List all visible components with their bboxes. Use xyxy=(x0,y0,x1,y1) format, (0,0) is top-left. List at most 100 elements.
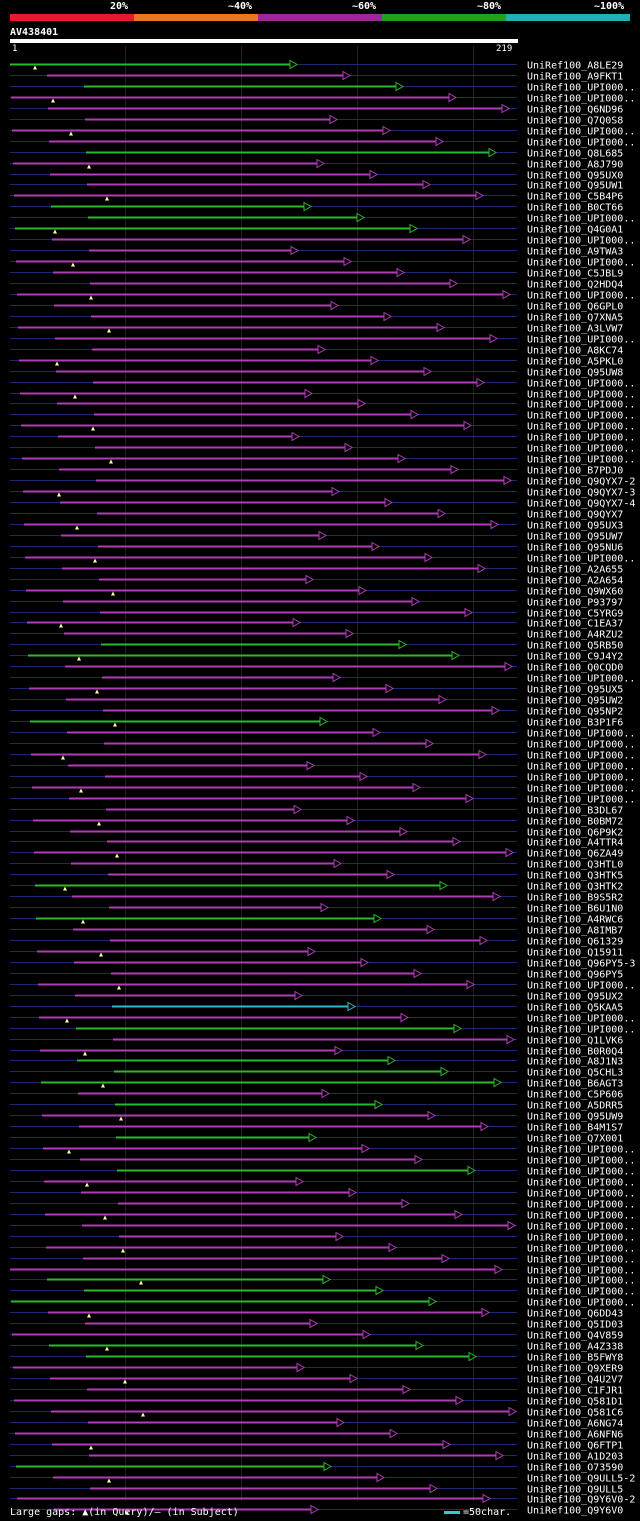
hit-row[interactable]: UniRef100_UPI000.. xyxy=(10,1220,635,1233)
hit-row[interactable]: UniRef100_UPI000.. xyxy=(10,749,635,762)
hit-row[interactable]: UniRef100_Q6P9K2 xyxy=(10,826,623,839)
hit-row[interactable]: UniRef100_UPI000.. xyxy=(10,442,635,455)
hit-row[interactable]: UniRef100_UPI000.. xyxy=(10,92,635,105)
hit-row[interactable]: UniRef100_Q61329 xyxy=(10,935,623,948)
hit-row[interactable]: UniRef100_Q5RB50 xyxy=(10,639,623,652)
hit-row[interactable]: UniRef100_Q95NP2 xyxy=(10,705,623,718)
hit-row[interactable]: UniRef100_Q95UW9 xyxy=(10,1110,623,1123)
hit-row[interactable]: UniRef100_Q95UX5 xyxy=(10,683,623,696)
hit-row[interactable]: UniRef100_Q95UX0 xyxy=(10,169,623,182)
hit-row[interactable]: UniRef100_Q96PY5-3 xyxy=(10,957,635,970)
hit-row[interactable]: UniRef100_Q95NU6 xyxy=(10,541,623,554)
hit-row[interactable]: UniRef100_Q95UW2 xyxy=(10,694,623,707)
hit-row[interactable]: UniRef100_A2A655 xyxy=(10,563,623,576)
hit-row[interactable]: UniRef100_Q9WX60 xyxy=(10,585,623,598)
hit-row[interactable]: UniRef100_UPI000.. xyxy=(10,256,635,269)
hit-row[interactable]: UniRef100_A8KC74 xyxy=(10,344,623,357)
hit-row[interactable]: UniRef100_C5YRG9 xyxy=(10,607,623,620)
hit-row[interactable]: UniRef100_Q15911 xyxy=(10,946,623,959)
hit-row[interactable]: UniRef100_A4RWC6 xyxy=(10,913,623,926)
hit-row[interactable]: UniRef100_A6NG74 xyxy=(10,1417,623,1430)
hit-row[interactable]: UniRef100_A8IMB7 xyxy=(10,924,623,937)
hit-row[interactable]: UniRef100_UPI000.. xyxy=(10,125,635,138)
hit-row[interactable]: UniRef100_UPI000.. xyxy=(10,738,635,751)
hit-row[interactable]: UniRef100_UPI000.. xyxy=(10,398,635,411)
hit-row[interactable]: UniRef100_UPI000.. xyxy=(10,1012,635,1025)
hit-row[interactable]: UniRef100_A9TWA3 xyxy=(10,245,623,258)
hit-row[interactable]: UniRef100_UPI000.. xyxy=(10,234,635,247)
hit-row[interactable]: UniRef100_Q0CQD0 xyxy=(10,661,623,674)
hit-row[interactable]: UniRef100_Q5CHL3 xyxy=(10,1066,623,1079)
hit-row[interactable]: UniRef100_UPI000.. xyxy=(10,409,635,422)
hit-row[interactable]: UniRef100_Q4V859 xyxy=(10,1329,623,1342)
hit-row[interactable]: UniRef100_UPI000.. xyxy=(10,1264,635,1277)
hit-row[interactable]: UniRef100_O73590 xyxy=(10,1461,623,1474)
hit-row[interactable]: UniRef100_Q5ID03 xyxy=(10,1318,623,1331)
hit-row[interactable]: UniRef100_A2A654 xyxy=(10,574,623,587)
hit-row[interactable]: UniRef100_Q96PY5 xyxy=(10,968,623,981)
hit-row[interactable]: UniRef100_Q3HTL0 xyxy=(10,858,623,871)
hit-row[interactable]: UniRef100_Q9QYX7-3 xyxy=(10,486,635,499)
hit-row[interactable]: UniRef100_Q581D1 xyxy=(10,1395,623,1408)
hit-row[interactable]: UniRef100_Q6DD43 xyxy=(10,1307,623,1320)
hit-row[interactable]: UniRef100_B3P1F6 xyxy=(10,716,623,729)
hit-row[interactable]: UniRef100_UPI000.. xyxy=(10,212,635,225)
hit-row[interactable]: UniRef100_B0CT66 xyxy=(10,201,623,214)
hit-row[interactable]: UniRef100_UPI000.. xyxy=(10,727,635,740)
hit-row[interactable]: UniRef100_B0R0Q4 xyxy=(10,1045,623,1058)
hit-row[interactable]: UniRef100_UPI000.. xyxy=(10,793,635,806)
hit-row[interactable]: UniRef100_A8LE29 xyxy=(10,59,623,72)
hit-row[interactable]: UniRef100_UPI000.. xyxy=(10,552,635,565)
hit-row[interactable]: UniRef100_UPI000.. xyxy=(10,771,635,784)
hit-row[interactable]: UniRef100_A1D203 xyxy=(10,1450,623,1463)
hit-row[interactable]: UniRef100_UPI000.. xyxy=(10,1023,635,1036)
hit-row[interactable]: UniRef100_C1EA37 xyxy=(10,617,623,630)
hit-row[interactable]: UniRef100_Q9ULL5-2 xyxy=(10,1472,635,1485)
hit-row[interactable]: UniRef100_UPI000.. xyxy=(10,1209,635,1222)
hit-row[interactable]: UniRef100_UPI000.. xyxy=(10,1242,635,1255)
hit-row[interactable]: UniRef100_Q95UW8 xyxy=(10,366,623,379)
hit-row[interactable]: UniRef100_Q5KAA5 xyxy=(10,1001,623,1014)
hit-row[interactable]: UniRef100_C1FJR1 xyxy=(10,1384,623,1397)
hit-row[interactable]: UniRef100_Q9XER9 xyxy=(10,1362,623,1375)
hit-row[interactable]: UniRef100_UPI000.. xyxy=(10,1176,635,1189)
hit-row[interactable]: UniRef100_C5B4P6 xyxy=(10,190,623,203)
hit-row[interactable]: UniRef100_B0BM72 xyxy=(10,815,623,828)
hit-row[interactable]: UniRef100_UPI000.. xyxy=(10,81,635,94)
hit-row[interactable]: UniRef100_Q6ZA49 xyxy=(10,847,623,860)
hit-row[interactable]: UniRef100_Q2HDQ4 xyxy=(10,278,623,291)
hit-row[interactable]: UniRef100_UPI000.. xyxy=(10,136,635,149)
hit-row[interactable]: UniRef100_UPI000.. xyxy=(10,1154,635,1167)
hit-row[interactable]: UniRef100_Q4G0A1 xyxy=(10,223,623,236)
hit-row[interactable]: UniRef100_UPI000.. xyxy=(10,388,635,401)
hit-row[interactable]: UniRef100_A5DRR5 xyxy=(10,1099,623,1112)
hit-row[interactable]: UniRef100_Q6FTP1 xyxy=(10,1439,623,1452)
hit-row[interactable]: UniRef100_Q95UW1 xyxy=(10,179,623,192)
hit-row[interactable]: UniRef100_Q4U2V7 xyxy=(10,1373,623,1386)
hit-row[interactable]: UniRef100_UPI000.. xyxy=(10,979,635,992)
hit-row[interactable]: UniRef100_Q581C6 xyxy=(10,1406,623,1419)
hit-row[interactable]: UniRef100_B5FWY8 xyxy=(10,1351,623,1364)
hit-row[interactable]: UniRef100_UPI000.. xyxy=(10,1231,635,1244)
hit-row[interactable]: UniRef100_Q8L685 xyxy=(10,147,623,160)
hit-row[interactable]: UniRef100_Q3HTK5 xyxy=(10,869,623,882)
hit-row[interactable]: UniRef100_UPI000.. xyxy=(10,1143,635,1156)
hit-row[interactable]: UniRef100_B9S5R2 xyxy=(10,891,623,904)
hit-row[interactable]: UniRef100_Q7XNA5 xyxy=(10,311,623,324)
hit-row[interactable]: UniRef100_Q95UW7 xyxy=(10,530,623,543)
hit-row[interactable]: UniRef100_Q7Q0S8 xyxy=(10,114,623,127)
hit-row[interactable]: UniRef100_UPI000.. xyxy=(10,1165,635,1178)
hit-row[interactable]: UniRef100_B6AGT3 xyxy=(10,1077,623,1090)
hit-row[interactable]: UniRef100_UPI000.. xyxy=(10,377,635,390)
hit-row[interactable]: UniRef100_Q95UX3 xyxy=(10,519,623,532)
hit-row[interactable]: UniRef100_Q9QYX7 xyxy=(10,508,623,521)
hit-row[interactable]: UniRef100_UPI000.. xyxy=(10,289,635,302)
hit-row[interactable]: UniRef100_Q3HTK2 xyxy=(10,880,623,893)
hit-row[interactable]: UniRef100_A3LVW7 xyxy=(10,322,623,335)
hit-row[interactable]: UniRef100_UPI000.. xyxy=(10,1274,635,1287)
hit-row[interactable]: UniRef100_UPI000.. xyxy=(10,1296,635,1309)
hit-row[interactable]: UniRef100_UPI000.. xyxy=(10,1285,635,1298)
hit-row[interactable]: UniRef100_UPI000.. xyxy=(10,672,635,685)
hit-row[interactable]: UniRef100_Q6GPL0 xyxy=(10,300,623,313)
hit-row[interactable]: UniRef100_Q95UX2 xyxy=(10,990,623,1003)
